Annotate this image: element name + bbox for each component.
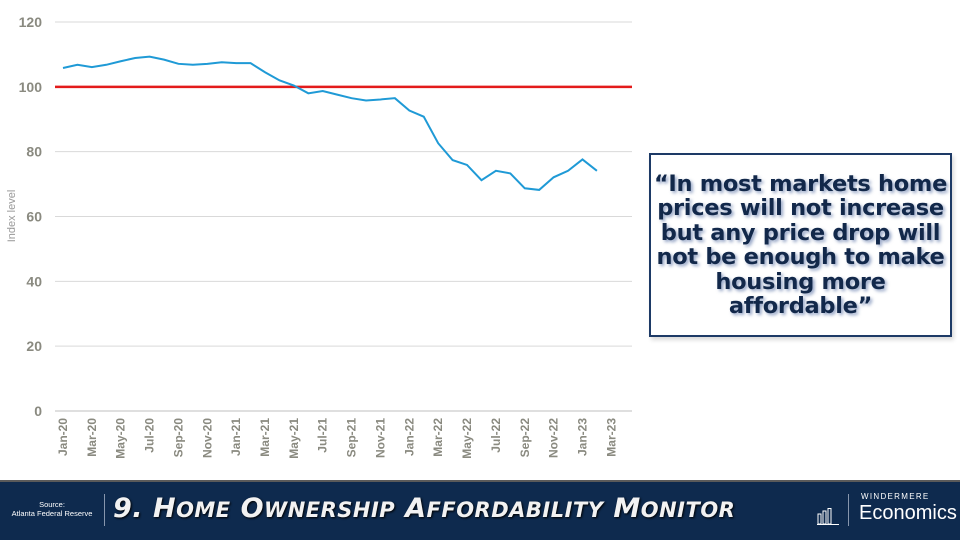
x-tick-label: May-20 — [114, 418, 128, 459]
x-tick-label: Mar-21 — [258, 418, 272, 457]
x-tick-label: Jul-20 — [143, 418, 157, 453]
y-axis-label: Index level — [6, 190, 18, 243]
x-tick-label: Nov-22 — [547, 418, 561, 458]
x-tick-label: May-21 — [287, 418, 301, 459]
bar-chart-icon — [817, 508, 839, 525]
quote-text: “In most markets home prices will not in… — [653, 170, 948, 319]
line-chart: 0 20 40 60 80 100 120 Jan-20 Mar-20 May-20 Jul-20… — [6, 14, 632, 459]
title-number: 9. — [113, 493, 153, 524]
quote-box: “In most markets home prices will not in… — [649, 153, 952, 337]
title-word: OWNERSHIP — [240, 493, 396, 524]
y-tick-label: 100 — [19, 79, 43, 95]
x-tick-label: Nov-21 — [373, 418, 387, 458]
title-word: MONITOR — [613, 493, 736, 524]
divider — [104, 494, 105, 526]
x-tick-label: May-22 — [460, 418, 474, 459]
source-name: Atlanta Federal Reserve — [11, 509, 93, 518]
x-tick-label: Jul-22 — [489, 418, 503, 453]
brand-logo: Economics — [859, 502, 957, 524]
y-tick-label: 120 — [19, 14, 43, 30]
x-tick-label: Sep-20 — [171, 418, 185, 458]
x-tick-label: Jan-23 — [575, 418, 589, 456]
source-credit: Source: Atlanta Federal Reserve — [6, 500, 98, 518]
y-tick-label: 40 — [26, 273, 42, 289]
y-tick-label: 80 — [26, 144, 42, 160]
x-tick-label: Jan-22 — [402, 418, 416, 456]
x-tick-label: Mar-20 — [85, 418, 99, 457]
series-line-index-level — [62, 55, 598, 191]
y-tick-label: 20 — [26, 338, 42, 354]
y-tick-label: 0 — [34, 403, 42, 419]
footer-bar: Source: Atlanta Federal Reserve 9. HOME … — [0, 480, 960, 540]
x-tick-label: Nov-20 — [200, 418, 214, 458]
x-tick-label: Sep-22 — [518, 418, 532, 458]
brand-top: WINDERMERE — [861, 492, 930, 501]
title-word: AFFORDABILITY — [405, 493, 604, 524]
x-tick-label: Jul-21 — [316, 418, 330, 453]
x-tick-label: Sep-21 — [345, 418, 359, 458]
slide-title: 9. HOME OWNERSHIP AFFORDABILITY MONITOR — [113, 493, 735, 524]
x-tick-label: Mar-23 — [604, 418, 618, 457]
x-tick-label: Mar-22 — [431, 418, 445, 457]
x-tick-label: Jan-20 — [56, 418, 70, 456]
title-word: HOME — [152, 493, 231, 524]
source-label: Source: — [39, 500, 65, 509]
divider — [848, 494, 849, 526]
x-tick-label: Jan-21 — [229, 418, 243, 456]
y-tick-label: 60 — [26, 209, 42, 225]
